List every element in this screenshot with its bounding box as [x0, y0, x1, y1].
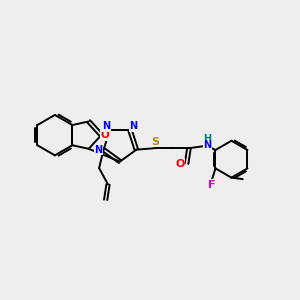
Text: S: S — [151, 137, 159, 147]
Text: N: N — [94, 145, 102, 155]
Text: O: O — [101, 130, 110, 140]
Text: N: N — [102, 121, 110, 131]
Text: O: O — [175, 159, 185, 169]
Text: F: F — [208, 180, 216, 190]
Text: H: H — [203, 134, 211, 144]
Text: N: N — [203, 140, 211, 150]
Text: N: N — [130, 121, 138, 131]
